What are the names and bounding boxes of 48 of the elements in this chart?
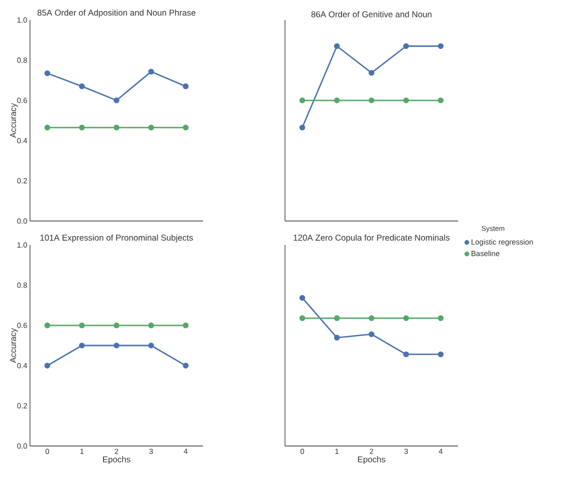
x-axis-title: Epochs [358,456,386,464]
point [299,294,306,301]
point [299,98,306,104]
y-axis-title: Accuracy [10,328,18,363]
point [403,315,409,322]
point [334,334,340,341]
point [182,322,189,328]
point [44,70,50,76]
point [182,83,189,90]
x-axis-title: Epochs [103,456,130,464]
point [182,124,189,130]
point [368,70,374,76]
chart-title: 85A Order of Adposition and Noun Phrase [38,9,196,18]
chart-title: 86A Order of Genitive and Noun [311,11,432,18]
point [403,43,409,50]
point [79,83,85,90]
point [299,315,306,322]
point [114,124,120,130]
point [114,98,120,104]
point [368,315,374,322]
point [114,342,120,348]
point [438,315,444,322]
y-axis-title: Accuracy [10,103,18,138]
point [182,362,189,368]
point [334,315,340,322]
point [114,322,120,328]
point [438,351,444,358]
point [403,351,409,358]
point [79,342,85,348]
point [334,98,340,104]
point [438,98,444,104]
point [44,124,50,130]
point [148,124,154,130]
point [44,362,50,368]
point [148,342,154,348]
point [79,322,85,328]
point [438,43,444,50]
point [368,98,374,104]
point [368,331,374,338]
point [44,322,50,328]
point [148,68,154,75]
point [148,322,154,328]
chart-title: 101A Expression of Pronominal Subjects [40,234,193,242]
point [299,124,306,130]
point [334,43,340,50]
chart-title: 120A Zero Copula for Predicate Nominals [294,234,450,242]
point [79,124,85,130]
point [403,98,409,104]
